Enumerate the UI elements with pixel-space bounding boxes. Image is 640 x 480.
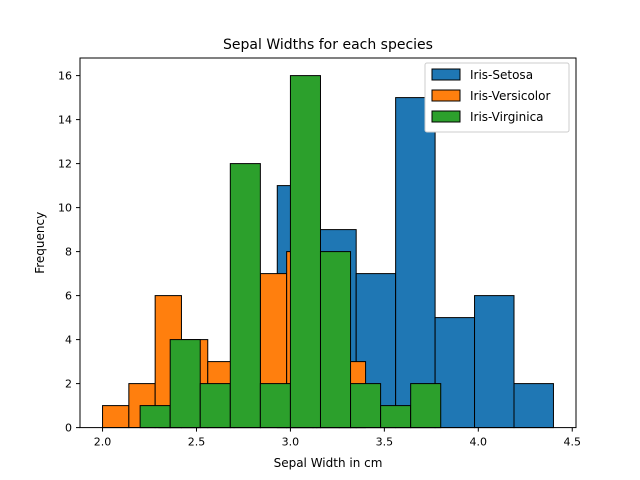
legend-swatch-iris-versicolor <box>431 89 461 102</box>
y-tick-label: 4 <box>65 334 72 347</box>
bar-iris-setosa <box>395 97 436 429</box>
bar-iris-virginica <box>259 383 291 429</box>
bar-iris-setosa <box>513 383 554 429</box>
x-axis-ticks: 2.0 2.5 3.0 3.5 4.0 4.5 <box>94 427 581 449</box>
y-tick-label: 12 <box>58 158 72 171</box>
legend-box <box>424 62 570 133</box>
bar-iris-versicolor <box>102 405 130 429</box>
x-tick-label: 2.0 <box>94 436 112 449</box>
bar-iris-virginica <box>139 405 171 429</box>
legend-label-iris-virginica: Iris-Virginica <box>470 110 544 124</box>
y-axis-label: Frequency <box>33 212 47 274</box>
bar-iris-setosa <box>474 295 515 429</box>
legend-items: Iris-Setosa Iris-Versicolor Iris-Virginica <box>431 68 550 124</box>
legend-label-iris-versicolor: Iris-Versicolor <box>470 89 550 103</box>
bar-iris-virginica <box>410 383 442 429</box>
x-tick-label: 4.5 <box>563 436 581 449</box>
bar-iris-virginica <box>289 75 321 429</box>
bar-iris-virginica <box>169 339 201 429</box>
x-tick-label: 3.5 <box>376 436 394 449</box>
x-tick-label: 2.5 <box>188 436 206 449</box>
chart-title: Sepal Widths for each species <box>223 37 433 53</box>
bar-iris-virginica <box>380 405 412 429</box>
bar-iris-virginica <box>319 251 352 429</box>
y-tick-label: 6 <box>65 290 72 303</box>
y-tick-label: 16 <box>58 70 72 83</box>
y-tick-label: 0 <box>65 422 72 435</box>
x-axis-label: Sepal Width in cm <box>274 456 383 470</box>
legend-label-iris-setosa: Iris-Setosa <box>470 68 533 82</box>
bar-iris-virginica <box>229 163 261 429</box>
x-tick-label: 4.0 <box>470 436 488 449</box>
legend-swatch-iris-virginica <box>431 110 461 123</box>
legend-swatch-iris-setosa <box>431 68 461 81</box>
y-tick-label: 14 <box>58 114 72 127</box>
bars-layer <box>102 75 554 429</box>
y-tick-label: 8 <box>65 246 72 259</box>
legend: Iris-Setosa Iris-Versicolor Iris-Virginica <box>424 62 570 133</box>
x-tick-label: 3.0 <box>282 436 300 449</box>
y-axis-ticks: 0 2 4 6 8 10 12 14 16 <box>58 70 80 435</box>
bar-iris-virginica <box>199 383 231 429</box>
y-tick-label: 2 <box>65 378 72 391</box>
plot-frame <box>79 57 577 429</box>
bar-iris-virginica <box>350 383 382 429</box>
y-tick-label: 10 <box>58 202 72 215</box>
